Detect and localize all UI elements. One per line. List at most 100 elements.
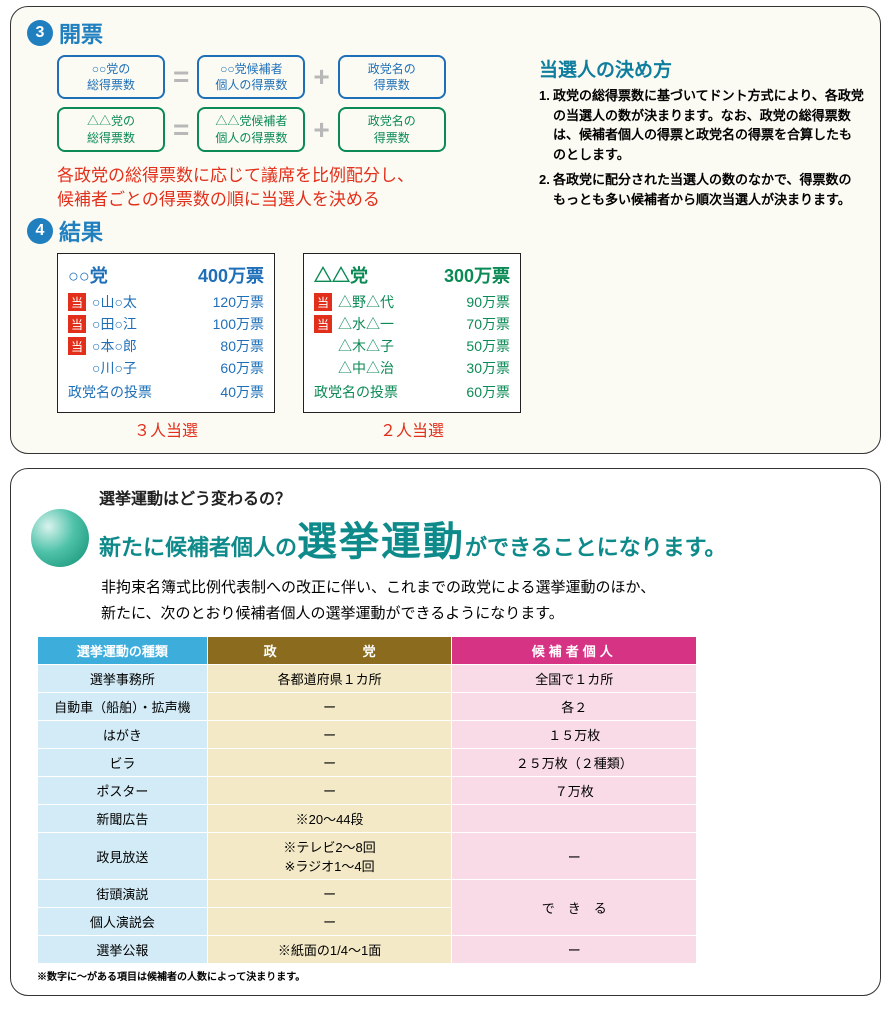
equals-icon: =	[173, 61, 189, 93]
cell-party: ※テレビ2～8回 ※ラジオ1～4回	[207, 833, 452, 880]
section3-title: 開票	[59, 17, 103, 49]
cell-type: 自動車（船舶）・拡声機	[38, 693, 208, 721]
cell-cand	[452, 805, 697, 833]
cell-cand: １５万枚	[452, 721, 697, 749]
vote-row-1: ○○党の 総得票数 = ○○党候補者 個人の得票数 + 政党名の 得票数	[57, 55, 527, 99]
table-row: 政見放送※テレビ2～8回 ※ラジオ1～4回ー	[38, 833, 697, 880]
red-explain: 各政党の総得票数に応じて議席を比例配分し、 候補者ごとの得票数の順に当選人を決め…	[27, 160, 527, 216]
cell-type: 選挙公報	[38, 936, 208, 964]
section3-number-badge: 3	[27, 20, 53, 46]
table-row: 街頭演説ーで き る	[38, 880, 697, 908]
cell-type: ビラ	[38, 749, 208, 777]
candidate-name: △中△治	[338, 358, 466, 378]
section4-title: 結果	[59, 215, 103, 247]
table-footnote: ※数字に～がある項目は候補者の人数によって決まります。	[27, 964, 864, 983]
headline: 選挙運動はどう変わるの？ 新たに候補者個人の 選挙運動 ができることになります。	[27, 479, 864, 575]
table-row: 選挙公報※紙面の1/4～1面ー	[38, 936, 697, 964]
results-row: ○○党400万票当○山○太120万票当○田○江100万票当○本○郎80万票○川○…	[27, 253, 864, 441]
cell-type: 個人演説会	[38, 908, 208, 936]
result-total: ○○党400万票	[68, 262, 264, 288]
cell-party: ー	[207, 777, 452, 805]
candidate-votes: 120万票	[213, 292, 264, 312]
result-card: ○○党400万票当○山○太120万票当○田○江100万票当○本○郎80万票○川○…	[57, 253, 275, 413]
howto-list: 1. 政党の総得票数に基づいてドント方式により、各政党の当選人の数が決まります。…	[539, 86, 864, 209]
candidate-line: 当○本○郎80万票	[68, 336, 264, 356]
result-total: △△党300万票	[314, 262, 510, 288]
result-card-wrap: △△党300万票当△野△代90万票当△水△一70万票△木△子50万票△中△治30…	[303, 253, 521, 441]
cell-party: ー	[207, 880, 452, 908]
candidate-name: ○田○江	[92, 314, 213, 334]
candidate-votes: 100万票	[213, 314, 264, 334]
win-badge: 当	[314, 293, 332, 311]
result-card: △△党300万票当△野△代90万票当△水△一70万票△木△子50万票△中△治30…	[303, 253, 521, 413]
candidate-line: △木△子50万票	[314, 336, 510, 356]
headline-small: 選挙運動はどう変わるの？	[99, 485, 726, 509]
table-row: はがきー１５万枚	[38, 721, 697, 749]
candidate-line: △中△治30万票	[314, 358, 510, 378]
vbox-indiv-2: △△党候補者 個人の得票数	[197, 107, 305, 151]
candidate-line: 当 ○田○江100万票	[68, 314, 264, 334]
table-row: 新聞広告※20～44段	[38, 805, 697, 833]
win-badge: 当	[68, 337, 86, 355]
candidate-name: △木△子	[338, 336, 466, 356]
cell-cand: 全国で１カ所	[452, 665, 697, 693]
section4-heading: 4 結果	[27, 215, 864, 247]
vbox-indiv-1: ○○党候補者 個人の得票数	[197, 55, 305, 99]
cell-type: 街頭演説	[38, 880, 208, 908]
table-row: 選挙事務所各都道府県１カ所全国で１カ所	[38, 665, 697, 693]
howto-item: 2. 各政党に配分された当選人の数のなかで、得票数のもっとも多い候補者から順次当…	[539, 170, 864, 209]
vote-diagram: ○○党の 総得票数 = ○○党候補者 個人の得票数 + 政党名の 得票数 △△党…	[27, 55, 527, 152]
vbox-party-2: 政党名の 得票数	[338, 107, 446, 151]
cell-cand: 各２	[452, 693, 697, 721]
cell-party: ー	[207, 721, 452, 749]
cell-cand: で き る	[452, 880, 697, 936]
headline-big: 新たに候補者個人の 選挙運動 ができることになります。	[99, 509, 726, 567]
vote-row-2: △△党の 総得票数 = △△党候補者 個人の得票数 + 政党名の 得票数	[57, 107, 527, 151]
win-badge: 当	[68, 315, 86, 333]
cell-party: 各都道府県１カ所	[207, 665, 452, 693]
cell-type: はがき	[38, 721, 208, 749]
th-cand: 候補者個人	[452, 637, 697, 665]
result-caption: ２人当選	[303, 417, 521, 441]
cell-party: ー	[207, 749, 452, 777]
th-party: 政 党	[207, 637, 452, 665]
cell-type: ポスター	[38, 777, 208, 805]
plus-icon: +	[313, 61, 329, 93]
sphere-icon	[31, 509, 89, 567]
howto-item: 1. 政党の総得票数に基づいてドント方式により、各政党の当選人の数が決まります。…	[539, 86, 864, 164]
candidate-line: 当△水△一70万票	[314, 314, 510, 334]
party-vote-line: 政党名の投票40万票	[68, 382, 264, 402]
candidate-votes: 30万票	[466, 358, 510, 378]
cell-party: ー	[207, 693, 452, 721]
result-caption: ３人当選	[57, 417, 275, 441]
section3-heading: 3 開票	[27, 17, 864, 49]
candidate-votes: 50万票	[466, 336, 510, 356]
table-row: ポスターー７万枚	[38, 777, 697, 805]
candidate-line: 当○山○太120万票	[68, 292, 264, 312]
panel-vote-counting: 3 開票 ○○党の 総得票数 = ○○党候補者 個人の得票数 + 政党名の 得票…	[10, 6, 881, 454]
table-row: 自動車（船舶）・拡声機ー各２	[38, 693, 697, 721]
candidate-votes: 60万票	[220, 358, 264, 378]
cell-type: 新聞広告	[38, 805, 208, 833]
vbox-total-2: △△党の 総得票数	[57, 107, 165, 151]
th-type: 選挙運動の種類	[38, 637, 208, 665]
cell-cand: ７万枚	[452, 777, 697, 805]
cell-cand: ー	[452, 936, 697, 964]
panel-campaign: 選挙運動はどう変わるの？ 新たに候補者個人の 選挙運動 ができることになります。…	[10, 468, 881, 996]
intro-text: 非拘束名簿式比例代表制への改正に伴い、これまでの政党による選挙運動のほか、 新た…	[27, 575, 864, 636]
cell-party: ー	[207, 908, 452, 936]
result-card-wrap: ○○党400万票当○山○太120万票当○田○江100万票当○本○郎80万票○川○…	[57, 253, 275, 441]
candidate-name: ○本○郎	[92, 336, 220, 356]
howto-title: 当選人の決め方	[539, 55, 864, 82]
candidate-votes: 90万票	[466, 292, 510, 312]
equals-icon: =	[173, 114, 189, 146]
cell-party: ※紙面の1/4～1面	[207, 936, 452, 964]
win-badge: 当	[314, 315, 332, 333]
table-row: ビラー２５万枚（２種類）	[38, 749, 697, 777]
cell-cand: ー	[452, 833, 697, 880]
cell-party: ※20～44段	[207, 805, 452, 833]
vbox-total-1: ○○党の 総得票数	[57, 55, 165, 99]
candidate-name: ○川○子	[92, 358, 220, 378]
candidate-line: 当△野△代90万票	[314, 292, 510, 312]
candidate-name: △水△一	[338, 314, 466, 334]
